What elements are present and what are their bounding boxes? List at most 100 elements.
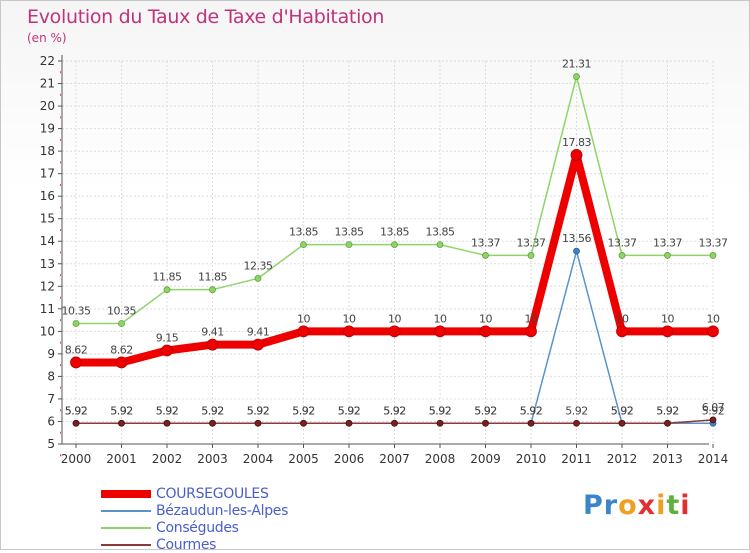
data-point	[345, 419, 353, 427]
data-label: 5.92	[201, 404, 224, 417]
y-tick-label: 5	[47, 437, 55, 451]
data-label: 13.37	[653, 236, 682, 249]
legend-item: Courmes	[101, 536, 288, 553]
data-point	[254, 419, 262, 427]
x-tick-label: 2011	[561, 452, 592, 466]
data-label: 13.37	[517, 236, 546, 249]
x-tick-label: 2014	[698, 452, 729, 466]
data-label: 5.92	[656, 404, 679, 417]
data-label: 10	[434, 312, 447, 325]
y-tick-label: 7	[47, 392, 55, 406]
x-tick-label: 2008	[425, 452, 456, 466]
data-label: 10	[525, 312, 538, 325]
data-label: 5.92	[565, 404, 588, 417]
data-point	[297, 325, 310, 338]
data-label: 11.85	[153, 271, 182, 284]
chart-title: Evolution du Taux de Taxe d'Habitation	[27, 6, 385, 28]
data-label: 5.92	[292, 404, 315, 417]
data-point	[391, 419, 398, 427]
data-label: 13.85	[289, 226, 318, 239]
data-point	[664, 252, 671, 259]
y-tick-label: 12	[40, 279, 55, 293]
data-point	[618, 252, 626, 259]
data-point	[300, 419, 307, 427]
data-label: 5.92	[383, 404, 406, 417]
x-tick-label: 2000	[61, 452, 92, 466]
data-point	[163, 419, 171, 427]
chart-subtitle: (en %)	[27, 31, 67, 45]
data-label: 5.92	[656, 404, 679, 417]
data-point	[300, 241, 307, 249]
y-tick-label: 18	[40, 144, 55, 158]
y-tick-label: 11	[40, 302, 55, 316]
data-label: 5.92	[474, 404, 497, 417]
data-label: 9.15	[156, 332, 179, 345]
data-point	[388, 325, 401, 338]
data-label: 10	[388, 312, 401, 325]
y-tick-label: 8	[47, 369, 55, 383]
legend-swatch	[101, 526, 151, 529]
data-point	[482, 252, 489, 259]
data-label: 5.92	[247, 404, 270, 417]
y-tick-label: 9	[47, 347, 55, 361]
x-tick-label: 2005	[288, 452, 319, 466]
legend-swatch	[101, 489, 151, 498]
data-label: 6.07	[702, 401, 725, 414]
data-point	[570, 149, 583, 161]
data-point	[436, 241, 444, 249]
data-point	[661, 325, 674, 338]
y-tick-label: 13	[40, 257, 55, 271]
data-label: 5.92	[110, 404, 133, 417]
data-label: 9.41	[247, 326, 270, 339]
data-label: 10	[343, 312, 356, 325]
data-point	[72, 320, 80, 327]
data-label: 5.92	[156, 404, 179, 417]
data-point	[391, 241, 398, 249]
x-tick-label: 2006	[334, 452, 365, 466]
data-label: 5.92	[338, 404, 361, 417]
data-label: 5.92	[65, 404, 88, 417]
x-tick-label: 2003	[197, 452, 228, 466]
data-label: 10	[616, 312, 629, 325]
x-tick-label: 2010	[516, 452, 547, 466]
y-tick-label: 17	[40, 167, 55, 181]
data-point	[573, 247, 580, 255]
data-point	[479, 325, 492, 338]
data-label: 5.92	[201, 404, 224, 417]
data-point	[163, 286, 171, 294]
data-label: 5.92	[520, 404, 543, 417]
data-label: 5.92	[520, 404, 543, 417]
legend-label: Bézaudun-les-Alpes	[156, 502, 289, 519]
data-label: 5.92	[611, 404, 634, 417]
data-point	[616, 325, 628, 338]
legend-swatch	[101, 543, 151, 546]
data-label: 5.92	[338, 404, 361, 417]
y-tick-label: 21	[40, 77, 55, 91]
data-point	[482, 419, 489, 427]
data-point	[709, 416, 717, 424]
data-label: 5.92	[383, 404, 406, 417]
data-point	[664, 419, 671, 427]
data-point	[573, 73, 580, 80]
data-label: 10	[479, 312, 492, 325]
data-label: 10	[661, 312, 674, 325]
data-point	[115, 356, 128, 369]
data-label: 12.35	[244, 259, 273, 272]
data-point	[436, 419, 444, 427]
y-tick-label: 16	[40, 189, 55, 203]
legend-item: Conségudes	[101, 519, 288, 536]
data-label: 10.35	[62, 304, 91, 317]
data-label: 13.37	[608, 236, 637, 249]
data-label: 11.85	[198, 271, 227, 284]
data-point	[254, 275, 262, 282]
data-label: 5.92	[429, 404, 452, 417]
x-tick-label: 2002	[152, 452, 183, 466]
data-point	[527, 252, 535, 259]
data-point	[618, 419, 626, 427]
data-point	[252, 338, 264, 351]
data-label: 21.31	[562, 58, 591, 71]
y-tick-label: 19	[40, 122, 55, 136]
data-point	[434, 325, 446, 338]
